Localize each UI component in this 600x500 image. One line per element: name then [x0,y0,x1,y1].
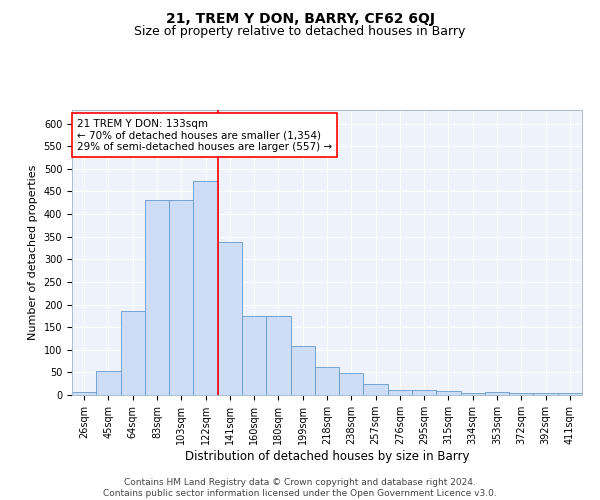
Bar [193,181,218,395]
Bar [461,392,485,395]
Bar [121,312,145,395]
Bar [266,316,290,395]
Bar [169,200,193,395]
Bar [388,390,412,395]
Text: Contains HM Land Registry data © Crown copyright and database right 2024.
Contai: Contains HM Land Registry data © Crown c… [103,478,497,498]
Text: 21, TREM Y DON, BARRY, CF62 6QJ: 21, TREM Y DON, BARRY, CF62 6QJ [166,12,434,26]
Bar [412,390,436,395]
Bar [558,392,582,395]
Bar [218,242,242,395]
Bar [96,372,121,395]
Bar [290,346,315,395]
Bar [485,392,509,395]
Bar [509,392,533,395]
Bar [339,374,364,395]
Text: 21 TREM Y DON: 133sqm
← 70% of detached houses are smaller (1,354)
29% of semi-d: 21 TREM Y DON: 133sqm ← 70% of detached … [77,118,332,152]
Text: Size of property relative to detached houses in Barry: Size of property relative to detached ho… [134,25,466,38]
Bar [436,391,461,395]
Bar [315,367,339,395]
Bar [145,200,169,395]
X-axis label: Distribution of detached houses by size in Barry: Distribution of detached houses by size … [185,450,469,463]
Bar [533,392,558,395]
Bar [364,384,388,395]
Bar [72,392,96,395]
Y-axis label: Number of detached properties: Number of detached properties [28,165,38,340]
Bar [242,316,266,395]
